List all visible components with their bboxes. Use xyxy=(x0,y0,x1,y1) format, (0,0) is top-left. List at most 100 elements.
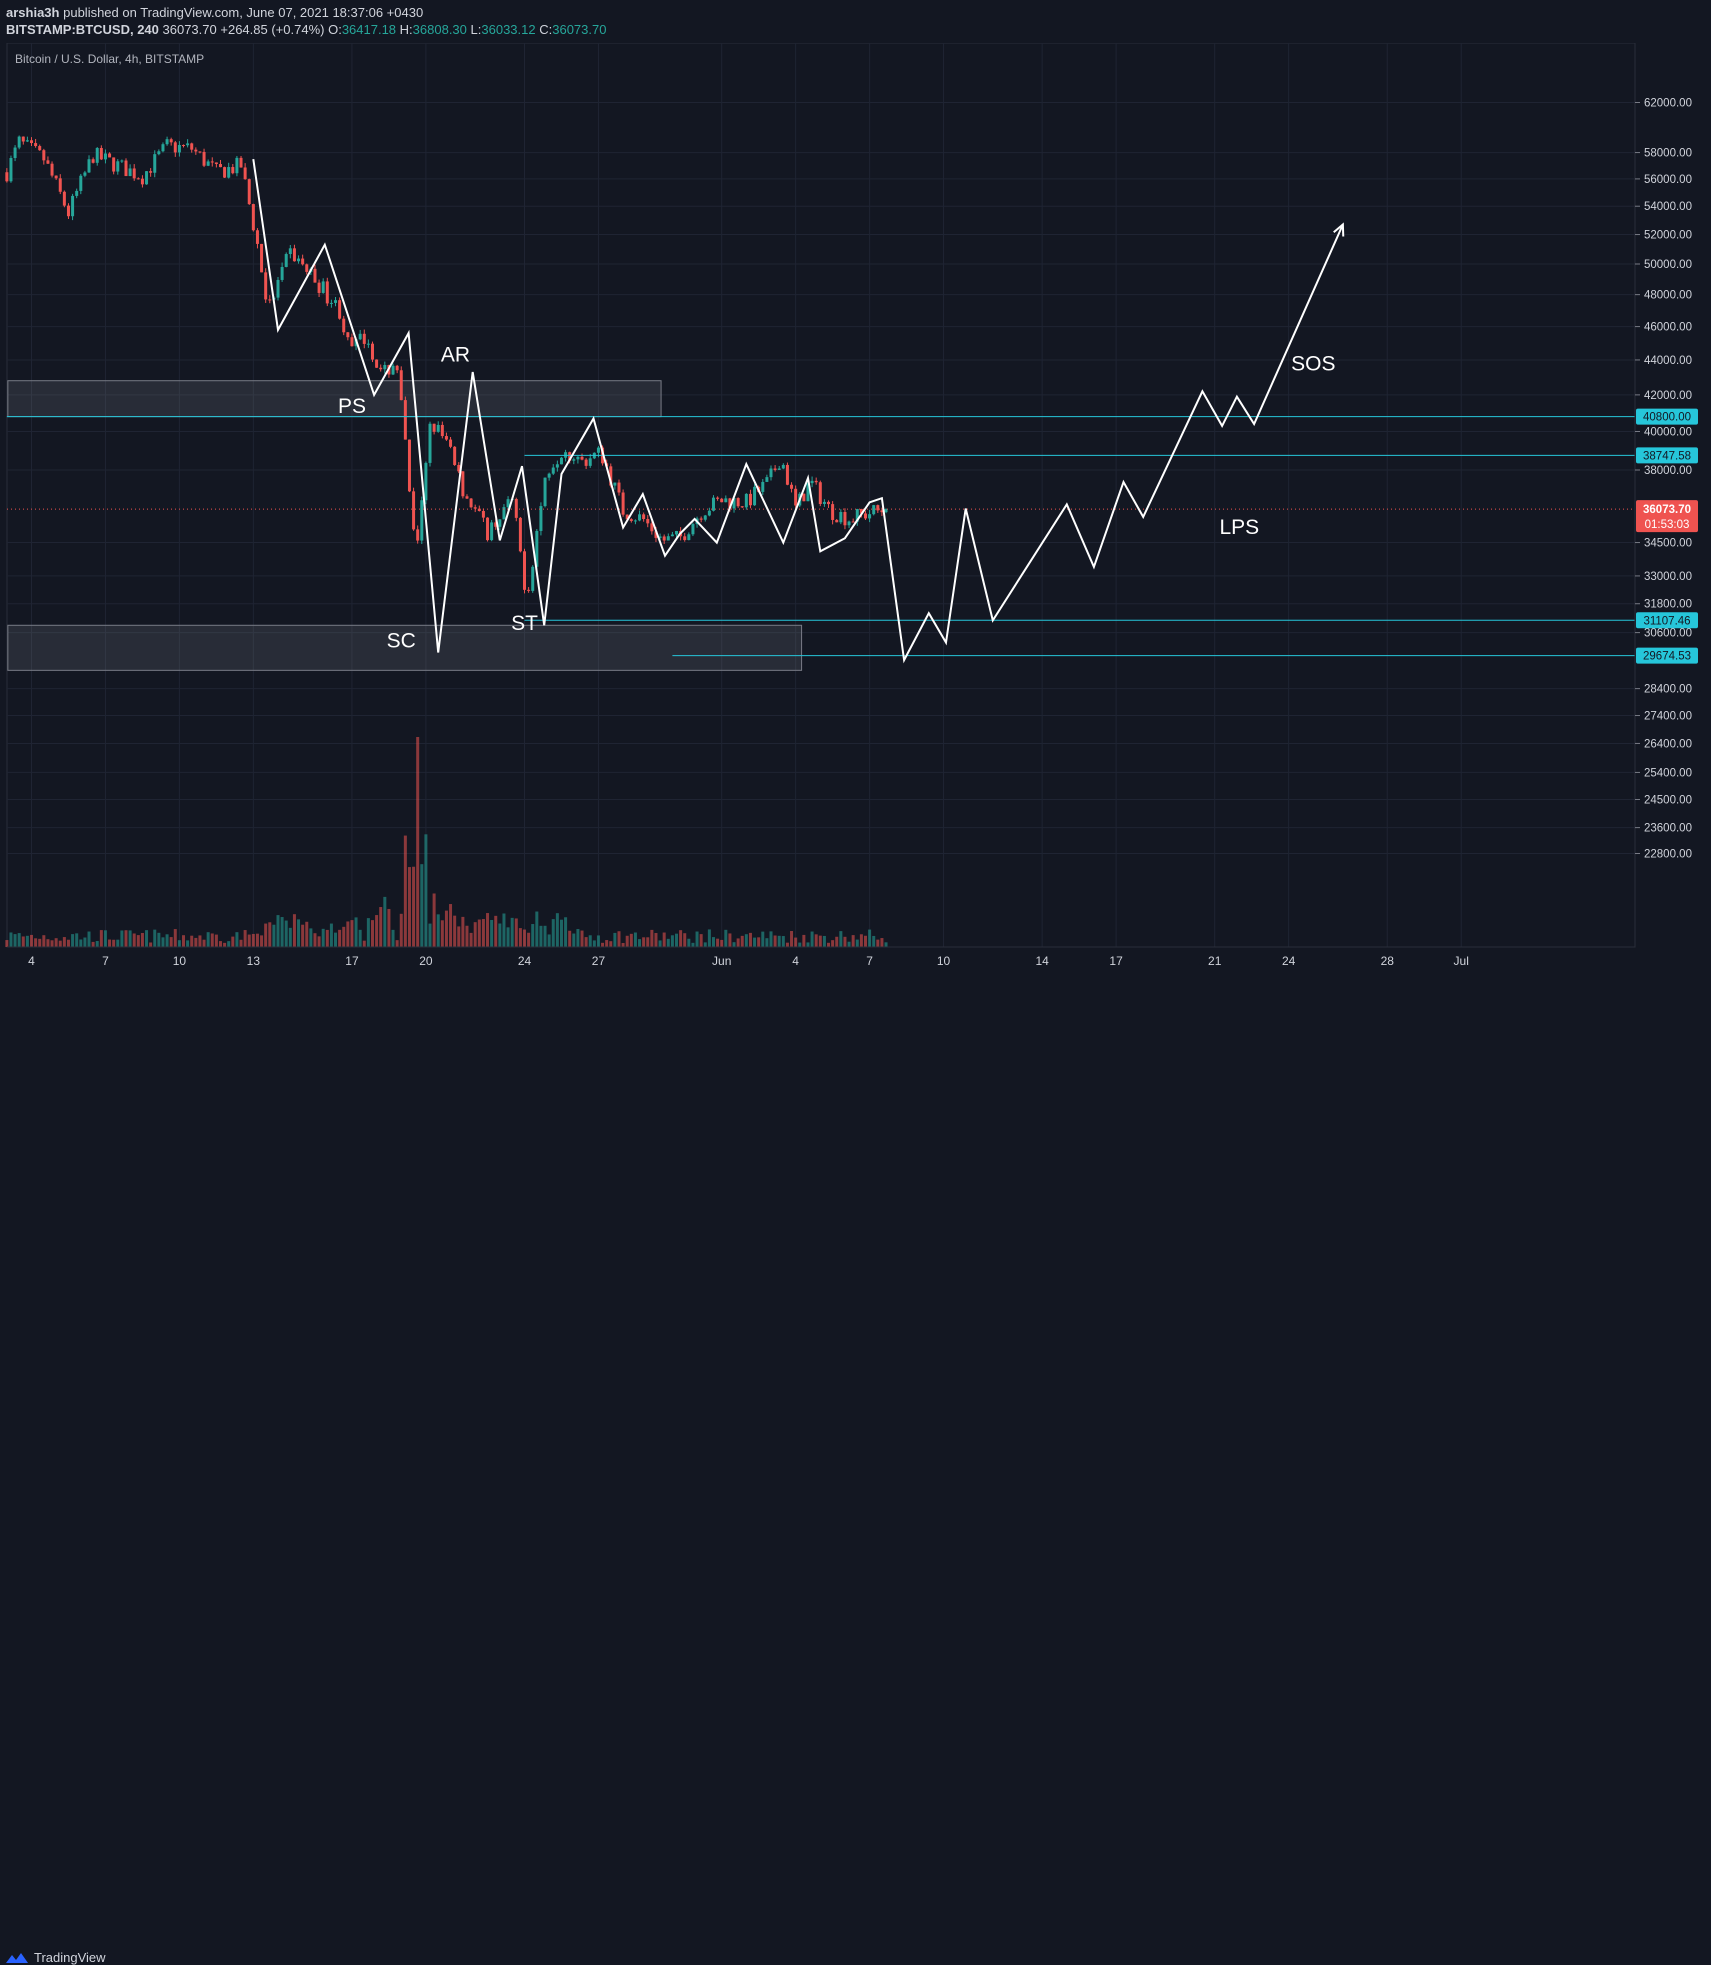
candle-body xyxy=(876,505,880,511)
volume-bar xyxy=(412,866,416,947)
volume-bar xyxy=(773,935,777,947)
volume-bar xyxy=(444,910,448,947)
candle-body xyxy=(239,157,243,168)
candle-body xyxy=(416,529,420,541)
chart-header: arshia3h published on TradingView.com, J… xyxy=(0,0,1711,44)
volume-bar xyxy=(321,928,325,947)
volume-bar xyxy=(173,929,177,947)
candle-body xyxy=(218,164,222,168)
volume-bar xyxy=(868,929,872,947)
candle-body xyxy=(165,139,169,145)
volume-bar xyxy=(239,939,243,947)
candle-body xyxy=(481,511,485,518)
last-price-tag xyxy=(1636,500,1698,533)
tradingview-logo-icon[interactable] xyxy=(6,1951,28,1965)
candle-body xyxy=(662,536,666,541)
candle-body xyxy=(453,446,457,465)
volume-bar xyxy=(555,913,559,947)
candle-body xyxy=(206,161,210,166)
volume-bar xyxy=(198,935,202,947)
volume-bar xyxy=(210,933,214,947)
candle-body xyxy=(325,281,329,304)
price-tick-label: 40000.00 xyxy=(1644,427,1692,439)
volume-bar xyxy=(243,930,247,947)
volume-bar xyxy=(732,942,736,947)
candle-body xyxy=(617,482,621,493)
candle-body xyxy=(21,136,25,142)
candle-body xyxy=(46,160,50,164)
volume-bar xyxy=(272,924,276,947)
volume-bar xyxy=(399,913,403,947)
price-tick-label: 58000.00 xyxy=(1644,148,1692,160)
volume-bar xyxy=(395,940,399,947)
candle-body xyxy=(843,512,847,526)
candle-body xyxy=(190,143,194,150)
candle-body xyxy=(210,161,214,163)
volume-bar xyxy=(62,937,66,947)
price-axis[interactable]: 62000.00 58000.00 56000.00 54000.00 52000.00… xyxy=(1635,98,1698,861)
candle-body xyxy=(177,145,181,153)
price-tick-label: 54000.00 xyxy=(1644,201,1692,213)
price-tick-label: 62000.00 xyxy=(1644,98,1692,110)
candle-body xyxy=(794,488,798,506)
volume-bar xyxy=(876,939,880,947)
volume-bar xyxy=(194,937,198,947)
volume-bar xyxy=(461,916,465,947)
volume-bar xyxy=(38,938,42,947)
candle-body xyxy=(54,175,58,179)
time-tick-label: 4 xyxy=(28,954,35,968)
candle-body xyxy=(572,459,576,461)
candle-body xyxy=(720,498,724,503)
candle-body xyxy=(358,333,362,340)
volume-bar xyxy=(370,920,374,947)
volume-bar xyxy=(436,914,440,947)
symbol-label[interactable]: BITSTAMP:BTCUSD, 240 xyxy=(6,22,159,37)
candle-body xyxy=(584,459,588,466)
price-tick-label: 52000.00 xyxy=(1644,230,1692,242)
candle-body xyxy=(461,471,465,497)
price-tick-label: 25400.00 xyxy=(1644,767,1692,779)
low-label: L: xyxy=(470,22,482,37)
volume-bar xyxy=(317,936,321,947)
candle-body xyxy=(835,519,839,523)
candle-body xyxy=(531,566,535,591)
candle-body xyxy=(42,150,46,161)
volume-bar xyxy=(670,935,674,947)
volume-bar xyxy=(633,932,637,947)
candle-body xyxy=(334,300,338,303)
candle-body xyxy=(449,439,453,447)
price-tick-label: 33000.00 xyxy=(1644,571,1692,583)
volume-bar xyxy=(449,904,453,947)
candle-body xyxy=(728,498,732,509)
price-tick-label: 23600.00 xyxy=(1644,823,1692,835)
candle-body xyxy=(124,160,128,177)
candle-body xyxy=(362,333,366,344)
candle-body xyxy=(518,517,522,552)
volume-bar xyxy=(99,930,103,947)
price-chart[interactable]: PS AR SC ST LPS SOS Bitcoin / U.S. Dollar, 4h… xyxy=(0,43,1711,968)
volume-bar xyxy=(157,932,161,947)
candle-body xyxy=(625,514,629,520)
volume-bar xyxy=(785,942,789,947)
volume-bar xyxy=(50,940,54,947)
last-price-label: 36073.70 xyxy=(162,22,217,37)
tradingview-brand[interactable]: TradingView xyxy=(34,1950,106,1965)
candle-body xyxy=(675,530,679,535)
candle-body xyxy=(658,536,662,538)
volume-bar xyxy=(149,942,153,947)
volume-bar xyxy=(87,931,91,947)
candle-body xyxy=(490,522,494,541)
low-value: 36033.12 xyxy=(481,22,536,37)
candle-body xyxy=(403,400,407,440)
candle-body xyxy=(444,436,448,440)
candle-body xyxy=(79,175,83,191)
volume-bar xyxy=(728,933,732,947)
candle-body xyxy=(251,204,255,231)
publisher-name[interactable]: arshia3h xyxy=(6,5,60,20)
volume-bar xyxy=(350,920,354,947)
candle-body xyxy=(859,508,863,514)
time-axis[interactable]: 4 7 10 13 17 20 24 27 Jun 4 7 10 14 17 21 24 28 Jul xyxy=(7,946,1635,968)
candle-body xyxy=(547,473,551,478)
volume-bar xyxy=(218,941,222,947)
candle-body xyxy=(740,506,744,508)
